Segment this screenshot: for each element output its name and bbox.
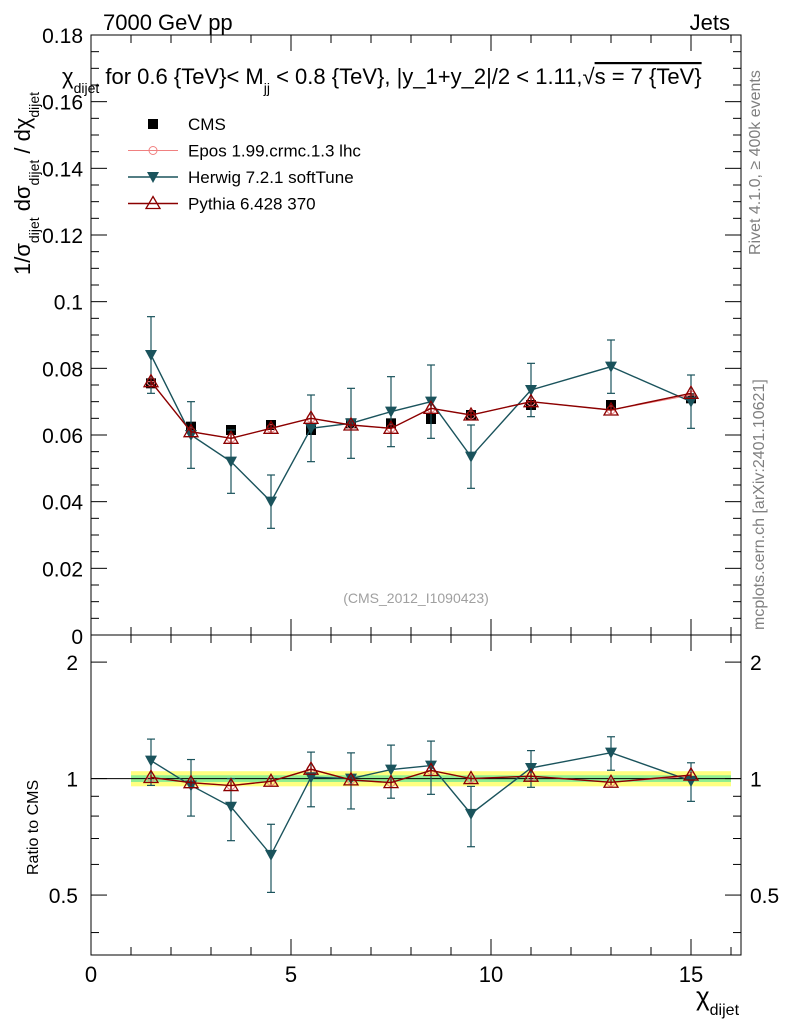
pythia-ratio-point (422, 762, 440, 777)
pythia-point (342, 416, 360, 431)
cms-point (606, 400, 616, 410)
pythia-point (142, 373, 160, 388)
pythia-ratio-point (462, 770, 480, 785)
ratio-y-tick-label: 1 (66, 769, 78, 792)
mcplots-label: mcplots.cern.ch [arXiv:2401.10621] (751, 379, 768, 630)
legend-label-herwig: Herwig 7.2.1 softTune (188, 168, 354, 187)
pythia-ratio-point (182, 774, 200, 789)
pythia-ratio-point (602, 773, 620, 788)
analysis-watermark: (CMS_2012_I1090423) (343, 590, 489, 606)
header-left: 7000 GeV pp (103, 10, 233, 35)
pythia-line (150, 381, 692, 440)
pythia-ratio-point (382, 774, 400, 789)
legend: CMS Epos 1.99.crmc.1.3 lhc Herwig 7.2.1 so… (128, 115, 361, 214)
ratio-y-tick-label-right: 1 (750, 769, 762, 792)
herwig-ratio-point (265, 849, 277, 861)
x-axis-label: χdijet (696, 981, 740, 1019)
ratio-y-axis-label: Ratio to CMS (25, 780, 42, 875)
y-tick-label: 0.18 (42, 25, 83, 48)
pythia-point (222, 430, 240, 444)
y-tick-label: 0.14 (42, 158, 83, 181)
legend-marker-herwig (147, 172, 159, 183)
herwig-point (605, 361, 617, 373)
y-tick-label-zero: 0 (71, 626, 83, 649)
ratio-y-tick-label: 2 (66, 652, 78, 675)
pythia-point (262, 420, 280, 434)
pythia-ratio-point (522, 767, 540, 782)
herwig-point (685, 396, 697, 408)
tick-labels: 0 5 10 150.020.040.060.080.10.120.140.160.1… (42, 25, 779, 987)
pythia-ratio-point (142, 769, 160, 784)
herwig-point (225, 456, 237, 468)
x-tick-label: 10 (479, 962, 503, 987)
legend-label-pythia: Pythia 6.428 370 (188, 195, 316, 214)
x-tick-label: 5 (285, 962, 297, 987)
header-right: Jets (690, 10, 730, 35)
pythia-ratio-line (150, 768, 692, 787)
herwig-point (145, 350, 157, 361)
herwig-ratio-point (225, 801, 237, 813)
legend-marker-cms (148, 119, 158, 129)
herwig-point (525, 385, 537, 396)
herwig-ratio-point (685, 775, 697, 787)
y-axis-label: 1/σdijet dσdijet / dχdijet (10, 92, 42, 275)
pythia-point (682, 385, 700, 399)
pythia-point (602, 401, 620, 416)
y-tick-label: 0.16 (42, 92, 83, 115)
herwig-line (150, 354, 692, 503)
herwig-ratio-point (425, 760, 437, 772)
pythia-point (422, 400, 440, 414)
legend-marker-pythia (144, 195, 162, 210)
herwig-ratio-point (385, 764, 397, 776)
y-tick-label: 0.12 (42, 225, 83, 248)
pythia-point (382, 420, 400, 434)
y-tick-label: 0.02 (42, 558, 83, 581)
chart-title: χdijet for 0.6 {TeV}< Mjj < 0.8 {TeV}, |… (62, 64, 702, 96)
herwig-point (465, 451, 477, 463)
pythia-ratio-point (262, 772, 280, 787)
herwig-point (305, 423, 317, 435)
pythia-point (302, 410, 320, 424)
ratio-y-tick-label: 0.5 (49, 885, 78, 908)
herwig-ratio-line (150, 751, 692, 857)
y-tick-label: 0.04 (42, 492, 83, 515)
legend-label-epos: Epos 1.99.crmc.1.3 lhc (188, 142, 361, 161)
main-plot-marks (142, 316, 700, 529)
herwig-ratio-point (145, 755, 157, 767)
pythia-point (522, 393, 540, 408)
legend-label-cms: CMS (188, 115, 226, 134)
y-tick-label: 0.1 (54, 292, 83, 315)
herwig-point (265, 496, 277, 508)
ratio-y-tick-label-right: 2 (750, 652, 762, 675)
ratio-plot-frame (90, 634, 742, 956)
pythia-ratio-point (342, 771, 360, 786)
pythia-point (462, 406, 480, 421)
pythia-ratio-point (302, 760, 320, 775)
herwig-ratio-point (605, 747, 617, 759)
x-tick-label: 0 (85, 962, 97, 987)
legend-marker-epos (148, 146, 158, 155)
herwig-point (385, 406, 397, 418)
y-tick-label: 0.06 (42, 425, 83, 448)
ratio-y-tick-label-right: 0.5 (750, 885, 779, 908)
ratio-plot-marks (142, 736, 700, 894)
axis-ticks (90, 34, 741, 955)
y-tick-label: 0.08 (42, 358, 83, 381)
rivet-label: Rivet 4.1.0, ≥ 400k events (747, 70, 764, 255)
x-tick-label: 15 (679, 962, 703, 987)
pythia-ratio-point (682, 766, 700, 781)
pythia-point (182, 423, 200, 438)
herwig-ratio-point (465, 808, 477, 820)
pythia-ratio-point (222, 777, 240, 792)
herwig-ratio-point (305, 772, 317, 784)
